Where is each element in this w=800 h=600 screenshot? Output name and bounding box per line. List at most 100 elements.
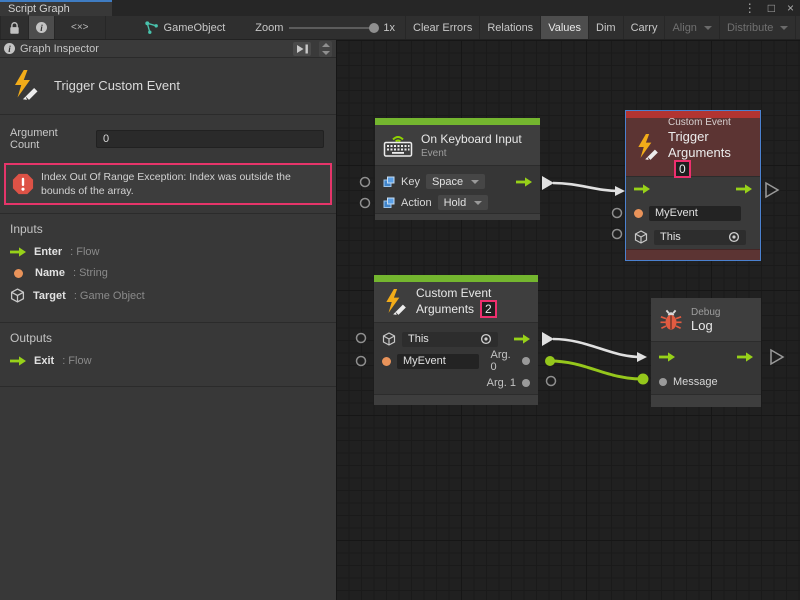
clear-errors-button[interactable]: Clear Errors [405,16,481,39]
menu-icon[interactable]: ⋮ [743,1,756,15]
values-button[interactable]: Values [541,16,590,39]
titlebar: Script Graph ⋮ □ × [0,0,800,16]
node-title: Custom Event [416,286,492,300]
divider [0,213,336,215]
target-dropdown[interactable]: This [654,229,746,245]
arguments-count-badge: 2 [480,300,497,318]
wire-start-cap [542,332,554,346]
arrow-up-icon [321,42,330,47]
maximize-icon[interactable]: □ [767,1,775,15]
dock-panel-button[interactable] [293,41,311,56]
target-self-icon [728,231,740,243]
overview-button[interactable]: Overv [796,16,800,39]
zoom-control: Zoom 1x [255,16,395,39]
node-title: On Keyboard Input [421,131,522,146]
node-header: On Keyboard Input Event [375,125,540,165]
carry-button[interactable]: Carry [624,16,666,39]
flow-output-port[interactable] [516,177,532,187]
panel-spinner[interactable] [319,40,332,57]
node-body: MyEvent This [626,176,760,249]
gameobject-cube-icon [382,332,396,346]
port-trigger-name[interactable] [611,207,623,219]
graph-canvas[interactable]: On Keyboard Input Event Key Space Action [336,40,800,600]
code-icon: <×> [71,22,89,33]
keyboard-icon [383,133,413,157]
tab-label: Script Graph [8,3,70,15]
arg1-output-port[interactable] [522,379,530,387]
flow-input-port[interactable] [659,352,675,362]
target-row: This [626,225,760,249]
action-dropdown[interactable]: Hold [437,195,489,210]
flow-output-port[interactable] [514,334,530,344]
gameobject-target[interactable]: GameObject [144,16,225,39]
key-dropdown[interactable]: Space [425,174,486,189]
relations-button[interactable]: Relations [480,16,542,39]
wire-arrowhead [637,352,647,362]
message-row: Message [651,369,761,394]
align-button[interactable]: Align [665,16,720,39]
node-title: Log [691,317,713,333]
output-pin-exit: Exit: Flow [10,355,326,367]
node-header: Custom Event Trigger Arguments0 [626,116,760,178]
flow-arrow-icon [10,247,26,257]
distribute-button[interactable]: Distribute [720,16,797,39]
inspector-toggle-button[interactable]: i [29,16,55,39]
arg0-output-port[interactable] [522,357,530,365]
port-arg1-out[interactable] [545,375,557,387]
arguments-count-badge: 0 [674,159,691,178]
custom-event-icon [634,134,660,160]
zoom-slider[interactable] [289,22,380,33]
bug-icon [659,309,683,331]
error-message: Index Out Of Range Exception: Index was … [41,171,291,198]
target-dropdown[interactable]: This [402,331,498,347]
string-port[interactable] [634,208,643,218]
node-trigger-custom-event[interactable]: Custom Event Trigger Arguments0 MyEvent [625,110,761,261]
divider [0,322,336,324]
zoom-slider-handle[interactable] [369,22,380,33]
event-name-field[interactable]: MyEvent [397,353,479,369]
port-trigger-target[interactable] [611,228,623,240]
graph-inspector-panel: i Graph Inspector Trigger Custom Event A… [0,40,336,600]
dim-button[interactable]: Dim [589,16,624,39]
dock-icon [295,43,309,55]
info-icon: i [36,22,47,33]
string-port[interactable] [382,356,391,366]
key-row: Key Space [375,171,540,192]
flow-input-port[interactable] [634,184,650,194]
flow-output-port[interactable] [736,184,752,194]
key-label: Key [401,175,420,188]
port-keyboard-key[interactable] [359,176,371,188]
node-on-keyboard-input[interactable]: On Keyboard Input Event Key Space Action [375,118,540,220]
input-pin-target: Target: Game Object [10,288,326,303]
divider [0,386,336,388]
port-event-target[interactable] [355,332,367,344]
custom-event-icon [10,70,40,100]
input-pin-name: Name: String [10,267,326,279]
port-event-name[interactable] [355,355,367,367]
port-keyboard-action[interactable] [359,197,371,209]
action-label: Action [401,196,432,209]
node-debug-log[interactable]: Debug Log Message [651,298,761,407]
node-subtitle: Event [421,147,447,159]
node-custom-event[interactable]: Custom Event Arguments 2 This MyEvent [374,275,538,405]
tab-script-graph[interactable]: Script Graph [0,0,112,16]
keycode-port-icon [383,176,395,188]
code-view-button[interactable]: <×> [55,16,106,39]
custom-event-icon [382,289,408,315]
error-icon [12,173,34,195]
lock-button[interactable] [0,16,29,39]
message-input-port[interactable] [659,377,667,386]
wire-arrowhead [615,186,625,196]
close-icon[interactable]: × [786,1,794,15]
flow-wire-keyboard-to-trigger [552,181,620,193]
graph-inspector-title: Graph Inspector [20,42,99,55]
port-debug-exit[interactable] [770,348,785,366]
port-trigger-exit[interactable] [765,181,780,199]
event-color-bar [374,275,538,282]
node-category: Debug [691,306,721,318]
argument-count-input[interactable] [96,130,324,148]
flow-output-port[interactable] [737,352,753,362]
event-name-field[interactable]: MyEvent [649,205,741,221]
node-category: Custom Event [668,116,731,128]
